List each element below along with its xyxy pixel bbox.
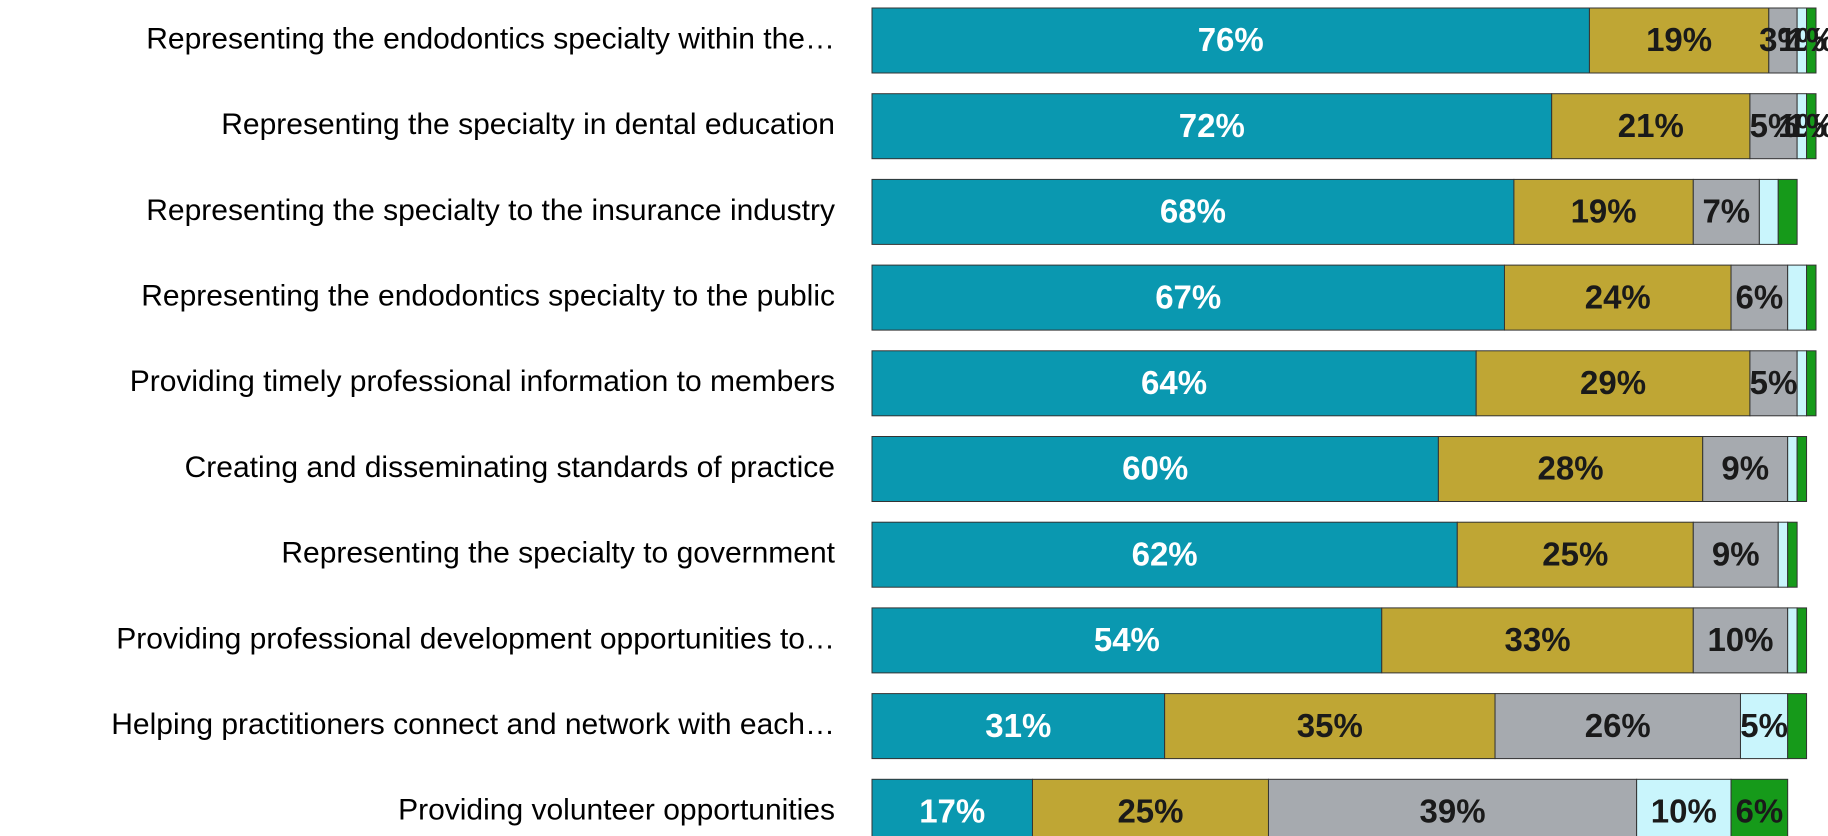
bar-segment [871, 436, 1439, 502]
bar-segment [1787, 607, 1798, 674]
bar-segment [1796, 350, 1808, 417]
bar-segment [1787, 264, 1808, 331]
category-label: Representing the endodontics specialty t… [141, 280, 835, 313]
category-label: Representing the endodontics specialty w… [146, 22, 835, 55]
bar-segment [1730, 778, 1789, 836]
bar-segment [1437, 436, 1704, 502]
bar-segment [1796, 436, 1808, 502]
bar-segment [1796, 607, 1808, 674]
bar-segment [1806, 7, 1817, 74]
value-label: 17% [919, 793, 985, 830]
bar-segment [1164, 693, 1496, 760]
value-label: 64% [1141, 364, 1207, 401]
value-label: 25% [1542, 535, 1608, 572]
value-label: 1% [1787, 107, 1828, 144]
bar-segment [871, 350, 1477, 417]
bar-segment [1777, 178, 1798, 245]
bar-segment [1456, 521, 1694, 588]
bar-segment [1513, 178, 1694, 245]
bar-segment [1739, 693, 1789, 760]
value-label: 54% [1094, 621, 1160, 658]
bar-segment [1787, 521, 1798, 588]
bar-segment [1806, 93, 1817, 160]
value-label: 72% [1179, 107, 1245, 144]
value-label: 76% [1198, 21, 1264, 58]
bar-segment [1031, 778, 1269, 836]
bar-segment [1381, 607, 1694, 674]
bar-segment [1749, 350, 1798, 417]
value-label: 31% [985, 707, 1051, 744]
category-label: Helping practitioners connect and networ… [111, 708, 835, 741]
bar-segment [1787, 693, 1808, 760]
bar-segment [871, 93, 1553, 160]
bar-segment [871, 521, 1458, 588]
value-label: 21% [1618, 107, 1684, 144]
bar-segment [1787, 436, 1798, 502]
bar-segment [871, 178, 1515, 245]
bar-segment [1730, 264, 1789, 331]
value-label: 6% [1736, 278, 1784, 315]
bar-segment [1768, 7, 1798, 74]
value-label: 9% [1712, 535, 1760, 572]
value-label: 62% [1132, 535, 1198, 572]
value-label: 5% [1750, 364, 1798, 401]
category-label: Representing the specialty to the insura… [146, 194, 835, 227]
value-label: 1% [1787, 21, 1828, 58]
bar-segment [1692, 607, 1789, 674]
value-label: 1% [1778, 107, 1826, 144]
value-label: 10% [1651, 793, 1717, 830]
bar-segment [1806, 264, 1817, 331]
value-label: 9% [1721, 450, 1769, 487]
bar-segment [1267, 778, 1638, 836]
category-label: Creating and disseminating standards of … [185, 451, 835, 484]
category-label: Providing timely professional informatio… [130, 365, 835, 398]
value-label: 7% [1702, 193, 1750, 230]
value-label: 5% [1750, 107, 1798, 144]
bar-segment [1806, 350, 1817, 417]
bar-segment [1692, 521, 1779, 588]
bar-segment [1475, 350, 1751, 417]
bar-segment [871, 693, 1166, 760]
bar-segment [1551, 93, 1751, 160]
bar-segment [1749, 93, 1798, 160]
value-label: 19% [1571, 193, 1637, 230]
value-label: 25% [1117, 793, 1183, 830]
bar-segment [1702, 436, 1789, 502]
bar-segment [871, 264, 1505, 331]
bar-segment [871, 607, 1383, 674]
bar-segment [1588, 7, 1770, 74]
value-label: 39% [1420, 793, 1486, 830]
category-label: Providing volunteer opportunities [398, 794, 835, 827]
value-label: 33% [1504, 621, 1570, 658]
value-label: 26% [1585, 707, 1651, 744]
value-label: 28% [1538, 450, 1604, 487]
value-label: 6% [1736, 793, 1784, 830]
bar-segment [1636, 778, 1732, 836]
value-label: 29% [1580, 364, 1646, 401]
category-label: Representing the specialty to government [281, 537, 835, 570]
bar-segment [1758, 178, 1779, 245]
value-label: 24% [1585, 278, 1651, 315]
bar-segment [1494, 693, 1741, 760]
bar-segment [1692, 178, 1760, 245]
bar-segment [1503, 264, 1732, 331]
category-label: Representing the specialty in dental edu… [221, 108, 835, 141]
value-label: 67% [1155, 278, 1221, 315]
value-label: 68% [1160, 193, 1226, 230]
value-label: 1% [1778, 21, 1826, 58]
value-label: 19% [1646, 21, 1712, 58]
bar-segment [1777, 521, 1789, 588]
bar-segment [871, 7, 1590, 74]
category-label: Providing professional development oppor… [116, 622, 835, 655]
value-label: 60% [1122, 450, 1188, 487]
value-label: 5% [1740, 707, 1788, 744]
value-label: 10% [1707, 621, 1773, 658]
value-label: 35% [1297, 707, 1363, 744]
